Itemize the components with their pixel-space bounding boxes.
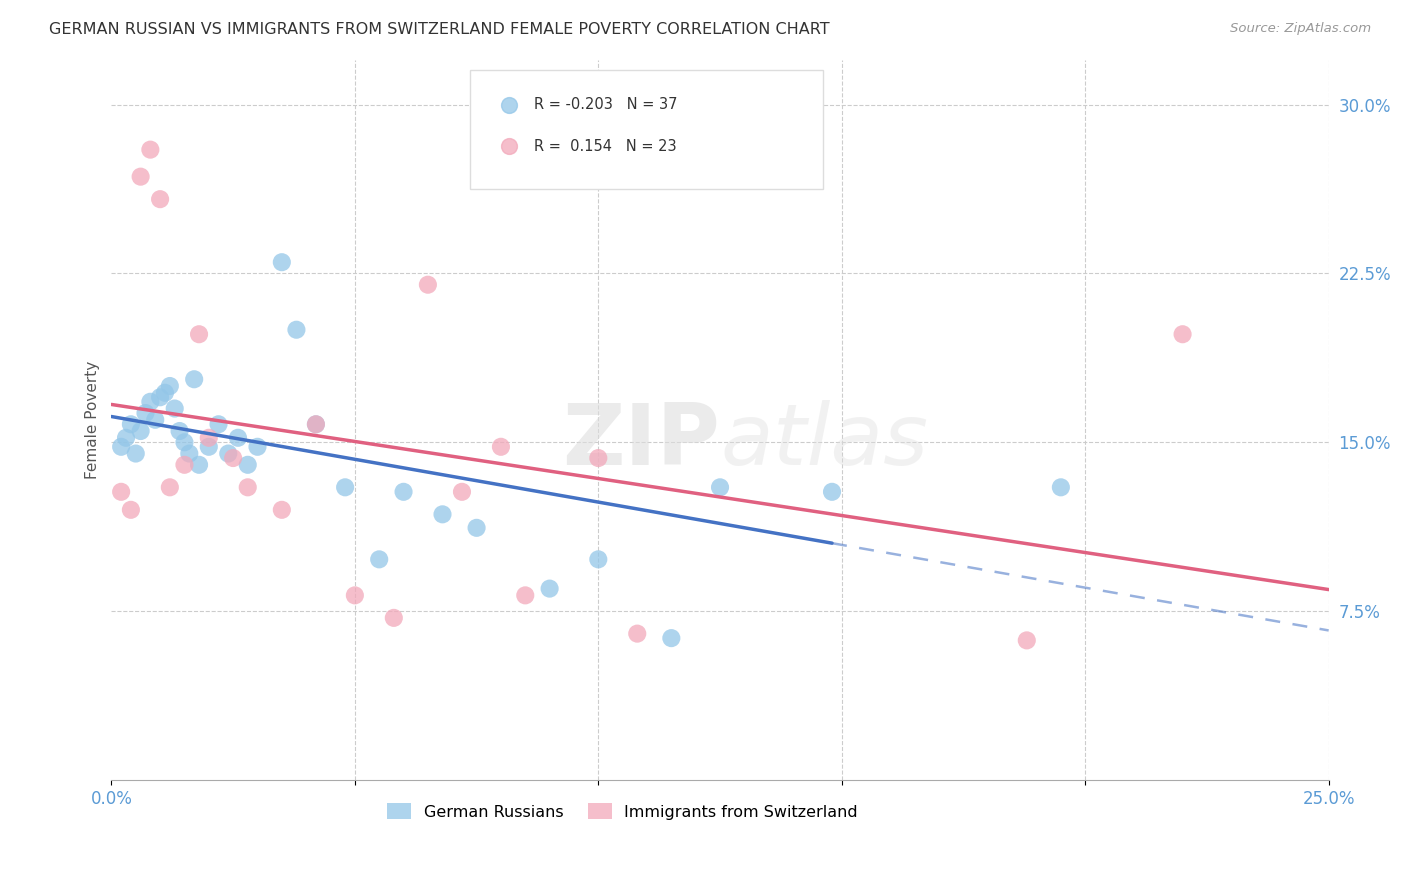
Point	[207, 417, 229, 432]
Point	[222, 451, 245, 466]
Point	[129, 169, 152, 184]
Text: GERMAN RUSSIAN VS IMMIGRANTS FROM SWITZERLAND FEMALE POVERTY CORRELATION CHART: GERMAN RUSSIAN VS IMMIGRANTS FROM SWITZE…	[49, 22, 830, 37]
Point	[236, 458, 259, 472]
Point	[382, 611, 405, 625]
Point	[110, 440, 132, 454]
Point	[333, 480, 356, 494]
Point	[285, 323, 308, 337]
Point	[626, 626, 648, 640]
Point	[197, 440, 219, 454]
Point	[139, 394, 162, 409]
Point	[392, 484, 415, 499]
Point	[305, 417, 328, 432]
Text: atlas: atlas	[720, 400, 928, 483]
Legend: German Russians, Immigrants from Switzerland: German Russians, Immigrants from Switzer…	[381, 797, 865, 826]
Point	[217, 446, 239, 460]
Point	[1171, 327, 1194, 342]
Point	[821, 484, 844, 499]
Y-axis label: Female Poverty: Female Poverty	[86, 360, 100, 479]
Text: ZIP: ZIP	[562, 400, 720, 483]
Point	[659, 631, 682, 645]
Point	[134, 406, 156, 420]
Point	[139, 143, 162, 157]
Point	[110, 484, 132, 499]
Point	[115, 431, 138, 445]
Point	[538, 582, 561, 596]
Point	[183, 372, 205, 386]
Point	[120, 417, 142, 432]
Point	[120, 503, 142, 517]
Point	[416, 277, 439, 292]
Point	[129, 424, 152, 438]
Point	[368, 552, 391, 566]
Point	[173, 458, 195, 472]
Point	[149, 192, 172, 206]
Point	[143, 413, 166, 427]
Point	[1015, 633, 1038, 648]
Text: R = -0.203   N = 37: R = -0.203 N = 37	[534, 97, 678, 112]
Point	[270, 255, 292, 269]
Point	[153, 385, 176, 400]
Point	[188, 327, 211, 342]
Point	[173, 435, 195, 450]
Point	[236, 480, 259, 494]
Point	[489, 440, 512, 454]
Point	[246, 440, 269, 454]
Point	[169, 424, 191, 438]
Point	[709, 480, 731, 494]
Point	[588, 451, 610, 466]
Point	[159, 379, 181, 393]
Point	[159, 480, 181, 494]
Point	[1050, 480, 1073, 494]
Point	[188, 458, 211, 472]
Point	[432, 508, 454, 522]
Point	[125, 446, 148, 460]
FancyBboxPatch shape	[471, 70, 824, 189]
Point	[515, 588, 537, 602]
Point	[149, 390, 172, 404]
Point	[451, 484, 474, 499]
Point	[588, 552, 610, 566]
Point	[270, 503, 292, 517]
Text: Source: ZipAtlas.com: Source: ZipAtlas.com	[1230, 22, 1371, 36]
Point	[226, 431, 249, 445]
Point	[163, 401, 186, 416]
Point	[197, 431, 219, 445]
Point	[179, 446, 201, 460]
Point	[305, 417, 328, 432]
Point	[465, 521, 488, 535]
Point	[343, 588, 366, 602]
Text: R =  0.154   N = 23: R = 0.154 N = 23	[534, 138, 676, 153]
